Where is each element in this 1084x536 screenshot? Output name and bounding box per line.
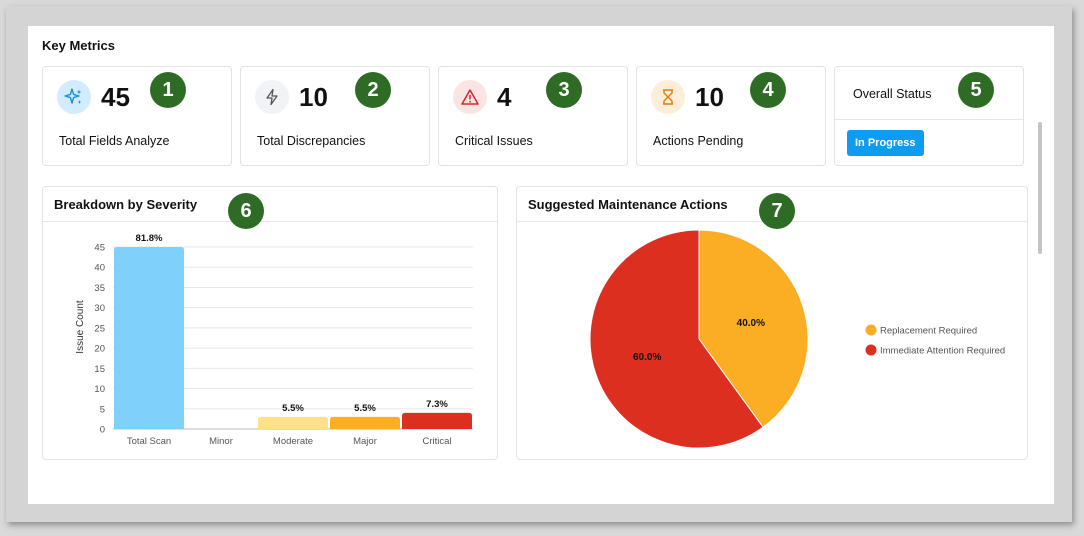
metric-card-total-fields[interactable]: 45 Total Fields Analyze 1 xyxy=(42,66,232,166)
pie-label: 60.0% xyxy=(633,352,661,363)
actions-chart-card: Suggested Maintenance Actions 7 40.0% 60.… xyxy=(516,186,1028,460)
y-tick-label: 5 xyxy=(100,404,105,415)
data-labels: 81.8% 5.5% 5.5% 7.3% xyxy=(136,233,449,414)
y-tick-label: 10 xyxy=(94,384,105,395)
sparkle-icon xyxy=(57,80,91,114)
bars xyxy=(114,247,472,429)
chart-title: Breakdown by Severity xyxy=(54,197,198,212)
pie-slice-immediate-attention-required[interactable] xyxy=(589,229,764,449)
metric-value: 45 xyxy=(101,82,130,112)
legend: Replacement Required Immediate Attention … xyxy=(865,324,1005,357)
bar-moderate[interactable] xyxy=(258,416,328,429)
divider xyxy=(835,119,1023,120)
scrollbar[interactable] xyxy=(1038,122,1042,254)
data-label: 81.8% xyxy=(136,233,163,244)
legend-label: Replacement Required xyxy=(880,326,977,337)
y-tick-label: 45 xyxy=(94,243,105,254)
pie-slice-replacement-required[interactable] xyxy=(698,229,809,428)
lightning-icon xyxy=(255,80,289,114)
annotation-badge: 5 xyxy=(958,72,994,108)
metric-label: Critical Issues xyxy=(455,134,533,148)
metric-card-actions-pending[interactable]: 10 Actions Pending 4 xyxy=(636,66,826,166)
x-tick-label: Minor xyxy=(209,436,233,447)
screenshot-frame: Key Metrics 45 Total Fields Analyze 1 10 xyxy=(6,6,1072,522)
bar-critical[interactable] xyxy=(402,412,472,429)
metric-value: 10 xyxy=(695,82,724,112)
status-badge[interactable]: In Progress xyxy=(847,130,924,156)
metric-card-critical-issues[interactable]: 4 Critical Issues 3 xyxy=(438,66,628,166)
divider xyxy=(43,221,497,222)
overall-status-card[interactable]: Overall Status In Progress 5 xyxy=(834,66,1024,166)
annotation-badge: 1 xyxy=(150,72,186,108)
metric-value: 4 xyxy=(497,82,512,112)
metric-card-total-discrepancies[interactable]: 10 Total Discrepancies 2 xyxy=(240,66,430,166)
x-tick-labels: Total Scan Minor Moderate Major Critical xyxy=(127,436,452,447)
annotation-badge: 6 xyxy=(228,193,264,229)
metric-label: Total Fields Analyze xyxy=(59,134,170,148)
annotation-badge: 3 xyxy=(546,72,582,108)
pie-chart: 40.0% 60.0% Replacement Required Immediate… xyxy=(589,229,1005,449)
hourglass-icon xyxy=(651,80,685,114)
y-tick-label: 35 xyxy=(94,283,105,294)
y-tick-label: 0 xyxy=(100,425,105,436)
bar-chart: 0 5 10 15 20 25 30 35 40 45 81.8% 5.5% 5.5% 7.3% Tot… xyxy=(75,233,473,447)
key-metrics-panel: Key Metrics 45 Total Fields Analyze 1 10 xyxy=(28,26,1054,504)
metric-label: Total Discrepancies xyxy=(257,134,366,148)
section-title: Key Metrics xyxy=(42,38,115,53)
severity-chart-card: Breakdown by Severity 6 0 5 10 15 20 25 30 35 40… xyxy=(42,186,498,460)
data-label: 5.5% xyxy=(354,403,376,414)
metric-value: 10 xyxy=(299,82,328,112)
x-tick-label: Total Scan xyxy=(127,436,171,447)
pie-slices xyxy=(589,229,809,449)
legend-label: Immediate Attention Required xyxy=(880,346,1005,357)
annotation-badge: 2 xyxy=(355,72,391,108)
status-title: Overall Status xyxy=(853,87,932,101)
metric-label: Actions Pending xyxy=(653,134,744,148)
bar-major[interactable] xyxy=(330,416,400,429)
y-tick-label: 30 xyxy=(94,303,105,314)
annotation-badge: 7 xyxy=(759,193,795,229)
y-tick-label: 25 xyxy=(94,323,105,334)
y-tick-label: 20 xyxy=(94,344,105,355)
pie-label: 40.0% xyxy=(737,318,765,329)
y-tick-label: 40 xyxy=(94,263,105,274)
pie-labels: 40.0% 60.0% xyxy=(633,318,765,363)
x-tick-label: Major xyxy=(353,436,377,447)
legend-swatch xyxy=(865,324,877,336)
x-tick-label: Moderate xyxy=(273,436,313,447)
y-axis-label: Issue Count xyxy=(75,300,86,354)
data-label: 5.5% xyxy=(282,403,304,414)
annotation-badge: 4 xyxy=(750,72,786,108)
legend-swatch xyxy=(865,344,877,356)
chart-title: Suggested Maintenance Actions xyxy=(528,197,728,212)
x-tick-label: Critical xyxy=(422,436,451,447)
y-tick-label: 15 xyxy=(94,364,105,375)
data-label: 7.3% xyxy=(426,399,448,410)
bar-total-scan[interactable] xyxy=(114,247,184,429)
warning-icon xyxy=(453,80,487,114)
y-tick-labels: 0 5 10 15 20 25 30 35 40 45 xyxy=(94,243,105,436)
